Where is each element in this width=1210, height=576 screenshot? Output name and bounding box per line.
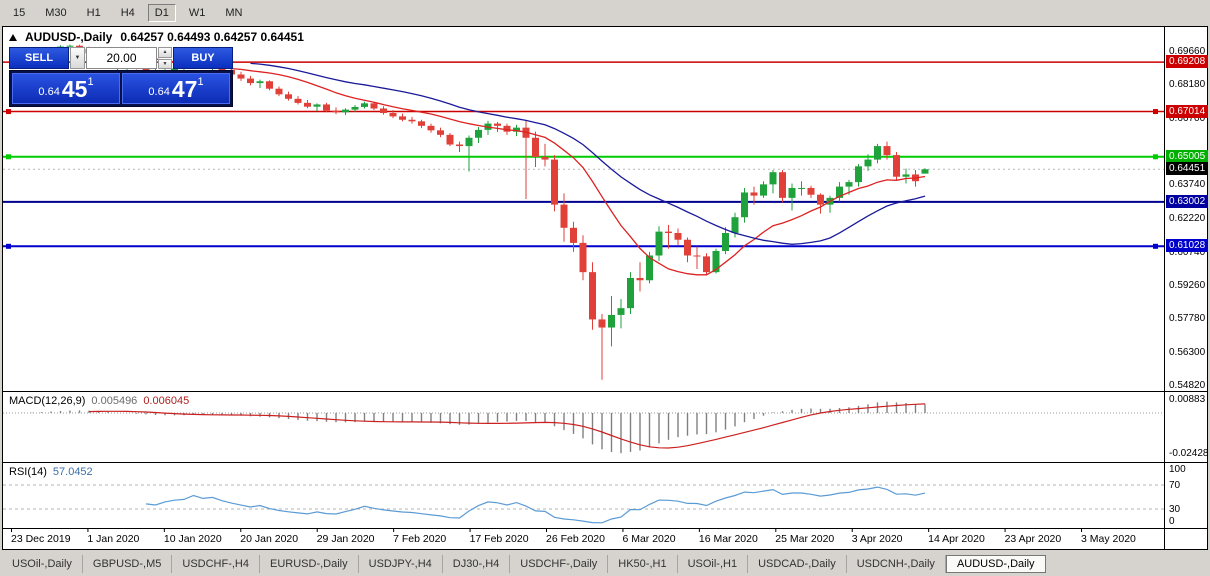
volume-decrease-button[interactable]: ▼ bbox=[158, 58, 172, 69]
price-line-badge: 0.67014 bbox=[1166, 104, 1208, 118]
buy-price-pip: 1 bbox=[197, 76, 204, 88]
chart-tab-hk50-h1[interactable]: HK50-,H1 bbox=[608, 554, 678, 573]
price-scale-label: 0.69660 bbox=[1169, 46, 1206, 57]
date-axis-label: 10 Jan 2020 bbox=[163, 533, 222, 545]
macd-scale-label: -0.02428 bbox=[1169, 448, 1209, 460]
price-line-badge: 0.69208 bbox=[1166, 55, 1208, 69]
rsi-scale-label: 30 bbox=[1169, 504, 1181, 515]
chart-tab-usdcnh-daily[interactable]: USDCNH-,Daily bbox=[847, 554, 946, 573]
date-axis-label: 6 Mar 2020 bbox=[622, 533, 676, 545]
chart-symbol-icon bbox=[9, 33, 17, 41]
chart-tab-audusd-daily[interactable]: AUDUSD-,Daily bbox=[945, 554, 1046, 573]
macd-signal-value: 0.006045 bbox=[143, 395, 190, 407]
date-axis-label: 23 Dec 2019 bbox=[11, 533, 71, 545]
date-axis-label: 7 Feb 2020 bbox=[393, 533, 447, 545]
rsi-name: RSI(14) bbox=[9, 466, 47, 478]
macd-indicator-label: MACD(12,26,9) 0.005496 0.006045 bbox=[9, 395, 189, 407]
chart-tab-usdchf-h4[interactable]: USDCHF-,H4 bbox=[172, 554, 260, 573]
date-axis-label: 1 Jan 2020 bbox=[87, 533, 140, 545]
date-axis-label: 26 Feb 2020 bbox=[546, 533, 605, 545]
price-line-badge: 0.64451 bbox=[1166, 162, 1208, 176]
price-scale-label: 0.63740 bbox=[1169, 179, 1206, 191]
macd-scale-label: 0.00883 bbox=[1169, 394, 1206, 405]
volume-dropdown-button[interactable]: ▼ bbox=[70, 47, 85, 69]
chart-tab-eurusd-daily[interactable]: EURUSD-,Daily bbox=[260, 554, 359, 573]
date-axis-label: 17 Feb 2020 bbox=[469, 533, 529, 545]
chart-tab-usdchf-daily[interactable]: USDCHF-,Daily bbox=[510, 554, 609, 573]
macd-main-value: 0.005496 bbox=[91, 395, 138, 407]
chart-window: AUDUSD-,Daily 0.64257 0.64493 0.64257 0.… bbox=[2, 26, 1208, 550]
sell-price-pip: 1 bbox=[87, 76, 94, 88]
chevron-down-icon: ▼ bbox=[74, 55, 81, 61]
buy-price-prefix: 0.64 bbox=[148, 86, 170, 98]
date-axis-label: 3 May 2020 bbox=[1081, 533, 1136, 545]
price-scale-label: 0.56300 bbox=[1169, 346, 1206, 358]
date-axis-label: 25 Mar 2020 bbox=[775, 533, 835, 545]
symbol-period-label: AUDUSD-,Daily bbox=[25, 30, 113, 44]
sell-price-big: 45 bbox=[61, 76, 88, 102]
price-scale-label: 0.66700 bbox=[1169, 112, 1206, 124]
timeframe-button-15[interactable]: 15 bbox=[13, 6, 26, 19]
chart-canvas[interactable] bbox=[3, 27, 1207, 549]
volume-increase-button[interactable]: ▲ bbox=[158, 47, 172, 58]
macd-name: MACD(12,26,9) bbox=[9, 395, 86, 407]
price-scale-label: 0.54820 bbox=[1169, 380, 1206, 392]
timeframe-button-w1[interactable]: W1 bbox=[188, 6, 206, 19]
price-line-badge: 0.61028 bbox=[1166, 239, 1208, 253]
rsi-scale-label: 100 bbox=[1169, 464, 1186, 475]
date-axis-label: 23 Apr 2020 bbox=[1004, 533, 1062, 545]
price-scale-label: 0.68180 bbox=[1169, 79, 1206, 91]
date-axis-label: 29 Jan 2020 bbox=[316, 533, 375, 545]
buy-price-button[interactable]: 0.64 47 1 bbox=[122, 73, 230, 104]
chart-tabs-bar: USOil-,Daily GBPUSD-,M5 USDCHF-,H4 EURUSD-,… bbox=[0, 552, 1210, 575]
sell-price-button[interactable]: 0.64 45 1 bbox=[12, 73, 120, 104]
rsi-indicator-label: RSI(14) 57.0452 bbox=[9, 466, 93, 478]
date-axis-label: 14 Apr 2020 bbox=[928, 533, 985, 545]
date-axis-label: 16 Mar 2020 bbox=[698, 533, 758, 545]
timeframe-button-d1[interactable]: D1 bbox=[147, 3, 176, 22]
date-axis-label: 20 Jan 2020 bbox=[240, 533, 299, 545]
chart-tab-usoil-h1[interactable]: USOil-,H1 bbox=[678, 554, 749, 573]
rsi-scale-label: 0 bbox=[1169, 516, 1175, 527]
timeframe-button-m30[interactable]: M30 bbox=[45, 6, 67, 19]
date-axis-label: 3 Apr 2020 bbox=[851, 533, 903, 545]
buy-button[interactable]: BUY bbox=[173, 47, 233, 69]
buy-price-big: 47 bbox=[171, 76, 198, 102]
price-line-badge: 0.63002 bbox=[1166, 194, 1208, 208]
chart-tab-gbpusd-m5[interactable]: GBPUSD-,M5 bbox=[83, 554, 173, 573]
chart-tab-usdcad-daily[interactable]: USDCAD-,Daily bbox=[748, 554, 847, 573]
timeframe-button-h1[interactable]: H1 bbox=[86, 6, 101, 19]
rsi-scale-label: 70 bbox=[1169, 480, 1181, 491]
price-line-badge: 0.65005 bbox=[1166, 149, 1208, 163]
chart-tab-usdjpy-h4[interactable]: USDJPY-,H4 bbox=[359, 554, 443, 573]
chart-title: AUDUSD-,Daily 0.64257 0.64493 0.64257 0.… bbox=[9, 30, 304, 44]
timeframe-button-h4[interactable]: H4 bbox=[120, 6, 135, 19]
timeframe-toolbar: 15 M30 H1 H4 D1 W1 MN bbox=[0, 0, 1210, 25]
timeframe-button-mn[interactable]: MN bbox=[225, 6, 243, 19]
volume-input[interactable] bbox=[86, 47, 157, 69]
chart-tab-dj30-h4[interactable]: DJ30-,H4 bbox=[443, 554, 511, 573]
volume-stepper: ▲ ▼ bbox=[158, 47, 172, 69]
price-scale-label: 0.62220 bbox=[1169, 213, 1206, 225]
chart-tab-usoil-daily[interactable]: USOil-,Daily bbox=[2, 554, 83, 573]
rsi-value: 57.0452 bbox=[52, 466, 93, 478]
price-scale-label: 0.59260 bbox=[1169, 280, 1206, 292]
sell-button[interactable]: SELL bbox=[9, 47, 69, 69]
sell-price-prefix: 0.64 bbox=[38, 86, 60, 98]
ohlc-values: 0.64257 0.64493 0.64257 0.64451 bbox=[120, 30, 304, 44]
price-scale-label: 0.57780 bbox=[1169, 313, 1206, 325]
